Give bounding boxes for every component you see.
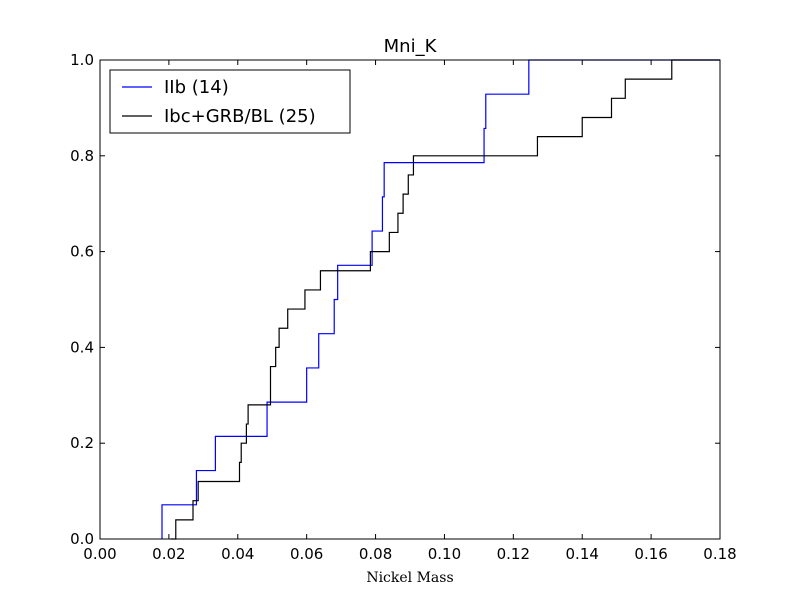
legend-box — [109, 69, 351, 134]
y-tick-label: 0.2 — [70, 434, 94, 452]
series-line — [170, 59, 720, 540]
series-1 — [170, 59, 720, 540]
y-tick-label: 0.4 — [70, 338, 94, 356]
plot-frame — [99, 59, 721, 540]
x-axis-label: Nickel Mass — [366, 570, 453, 586]
chart-title: Mni_K — [384, 36, 438, 57]
x-tick-label: 0.02 — [152, 545, 185, 563]
x-tick-label: 0.10 — [428, 545, 461, 563]
series-0 — [161, 59, 720, 539]
legend-label: Ibc+GRB/BL (25) — [164, 106, 316, 127]
series-layer — [161, 59, 720, 540]
x-tick-label: 0.12 — [497, 545, 530, 563]
y-tick-label: 1.0 — [70, 51, 94, 69]
x-tick-label: 0.04 — [221, 545, 254, 563]
x-tick-label: 0.00 — [83, 545, 116, 563]
y-tick-label: 0.8 — [70, 147, 94, 165]
legend-items: IIb (14) Ibc+GRB/BL (25) — [122, 77, 316, 127]
legend-label: IIb (14) — [164, 77, 229, 98]
x-tick-label: 0.06 — [290, 545, 323, 563]
x-tick-label: 0.16 — [634, 545, 667, 563]
y-tick-label: 0.0 — [70, 530, 94, 548]
ticks-layer: 0.00 0.02 0.04 0.06 0.08 0.10 0.12 0.14 0.16 0.18… — [70, 51, 737, 563]
series-line — [161, 59, 720, 539]
x-tick-label: 0.08 — [359, 545, 392, 563]
y-tick-label: 0.6 — [70, 243, 94, 261]
legend: IIb (14) Ibc+GRB/BL (25) — [109, 69, 351, 134]
x-tick-label: 0.14 — [566, 545, 599, 563]
x-tick-label: 0.18 — [703, 545, 736, 563]
